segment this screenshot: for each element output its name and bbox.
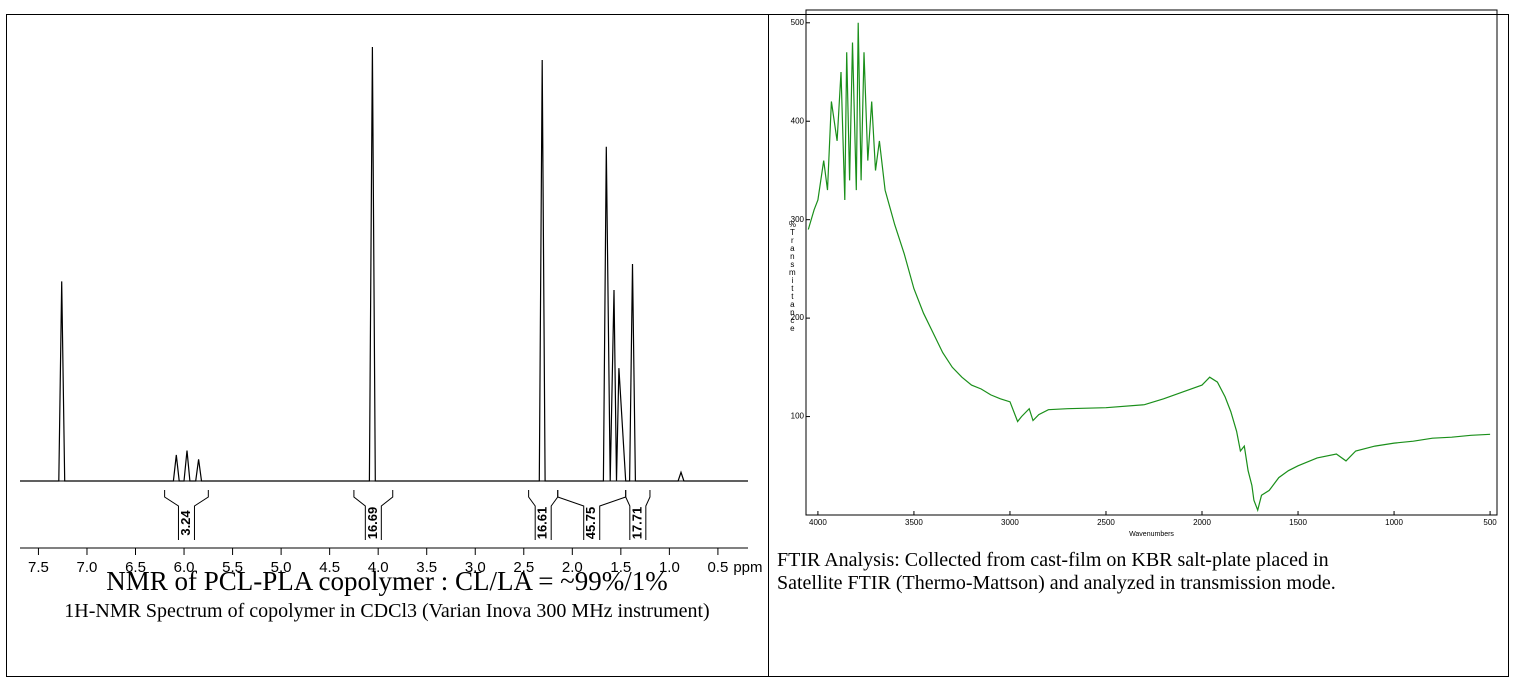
nmr-caption: 1H-NMR Spectrum of copolymer in CDCl3 (V… bbox=[64, 600, 710, 622]
x-tick-label: 7.0 bbox=[77, 559, 98, 576]
integral-label: 45.75 bbox=[583, 507, 598, 540]
x-tick-label: 4.5 bbox=[319, 559, 340, 576]
integral-label: 16.69 bbox=[365, 507, 380, 540]
integral-label: 17.71 bbox=[629, 507, 644, 540]
x-tick-label: 7.5 bbox=[28, 559, 49, 576]
x-tick-label: 3.5 bbox=[416, 559, 437, 576]
x-tick-label: 1.5 bbox=[610, 559, 631, 576]
x-tick-label: 500 bbox=[1483, 518, 1497, 527]
ftir-caption: FTIR Analysis: Collected from cast-film … bbox=[777, 549, 1336, 594]
spectrum-line bbox=[20, 46, 748, 482]
x-tick-label: 2.0 bbox=[562, 559, 583, 576]
x-tick-label: 4.0 bbox=[368, 559, 389, 576]
x-tick-label: 5.0 bbox=[271, 559, 292, 576]
integral-bracket bbox=[625, 490, 651, 540]
x-tick-label: 4000 bbox=[809, 518, 827, 527]
y-tick-label: 200 bbox=[791, 313, 805, 322]
x-tick-label: 3.0 bbox=[465, 559, 486, 576]
x-axis-label: ppm bbox=[733, 559, 762, 576]
x-tick-label: 0.5 bbox=[707, 559, 728, 576]
x-tick-label: 2500 bbox=[1097, 518, 1115, 527]
integral-label: 3.24 bbox=[178, 510, 193, 536]
x-tick-label: 3000 bbox=[1001, 518, 1019, 527]
y-axis-label: %Transmittance bbox=[788, 220, 797, 332]
nmr-title: NMR of PCL-PLA copolymer : CL/LA = ~99%/… bbox=[106, 566, 668, 596]
x-axis-label: Wavenumbers bbox=[1129, 531, 1174, 538]
spectrum-line bbox=[807, 22, 1491, 513]
y-tick-label: 500 bbox=[791, 18, 805, 27]
x-tick-label: 1000 bbox=[1385, 518, 1403, 527]
integral-label: 16.61 bbox=[535, 507, 550, 540]
x-tick-label: 6.0 bbox=[174, 559, 195, 576]
x-tick-label: 3500 bbox=[905, 518, 923, 527]
y-tick-label: 300 bbox=[791, 215, 805, 224]
y-tick-label: 100 bbox=[791, 412, 805, 421]
x-tick-label: 5.5 bbox=[222, 559, 243, 576]
integral-bracket bbox=[164, 490, 209, 540]
x-tick-label: 2.5 bbox=[513, 559, 534, 576]
y-tick-label: 400 bbox=[791, 116, 805, 125]
x-tick-label: 1500 bbox=[1289, 518, 1307, 527]
integral-bracket bbox=[353, 490, 394, 540]
x-tick-label: 6.5 bbox=[125, 559, 146, 576]
plot-frame bbox=[805, 9, 1498, 516]
x-tick-label: 2000 bbox=[1193, 518, 1211, 527]
x-tick-label: 1.0 bbox=[659, 559, 680, 576]
